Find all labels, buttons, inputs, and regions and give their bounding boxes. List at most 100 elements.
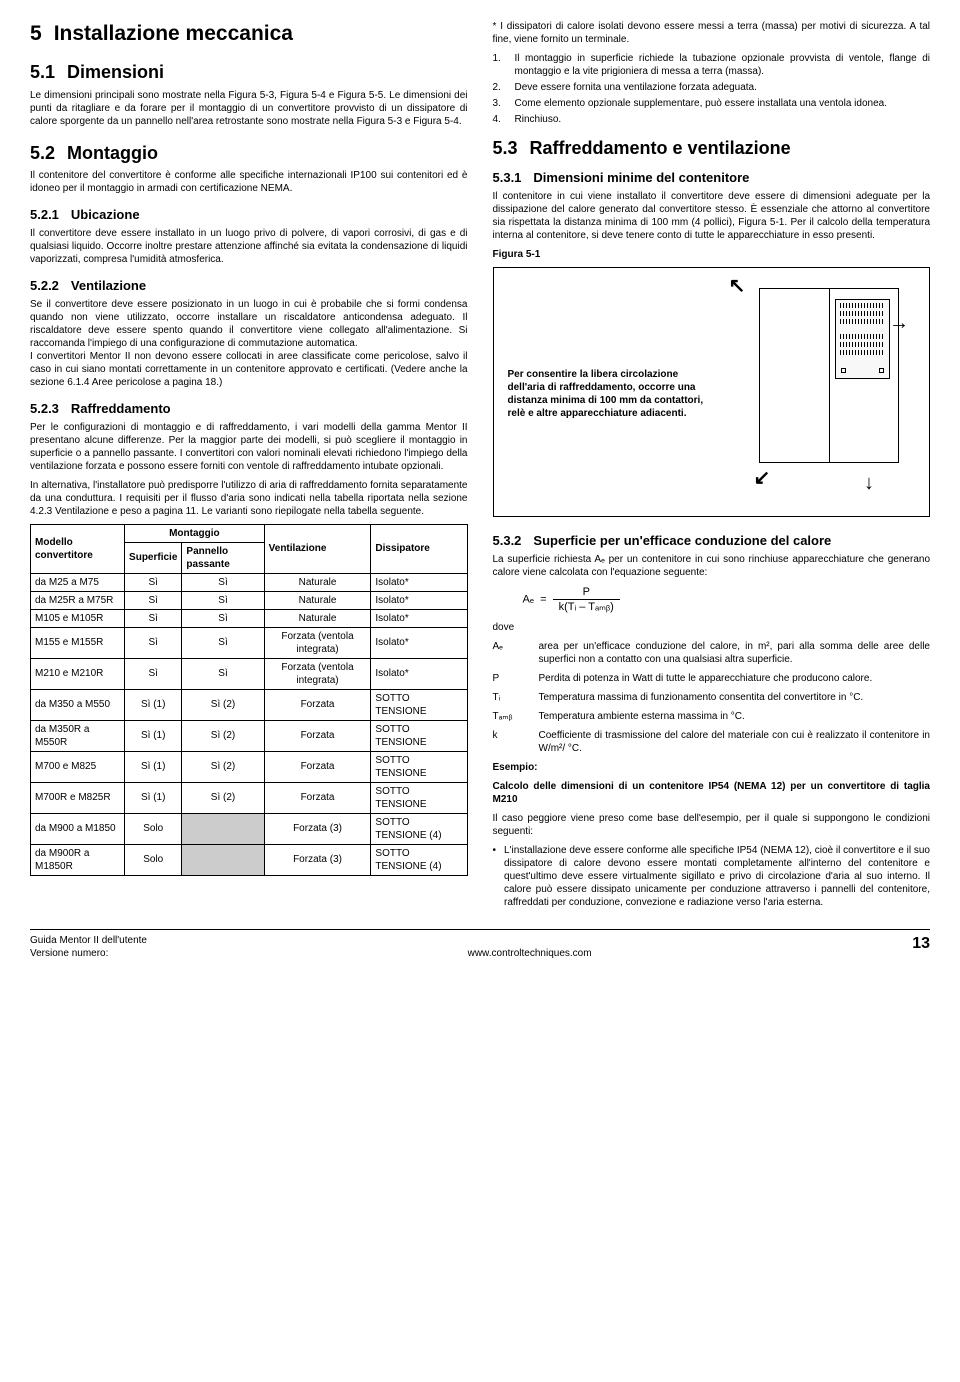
table-cell: Sì (2)	[182, 689, 264, 720]
table-cell: Forzata	[264, 782, 371, 813]
table-cell: Sì	[182, 573, 264, 591]
formula: Aₑ = P k(Tᵢ – Tₐₘᵦ)	[523, 585, 931, 615]
table-cell: Sì	[125, 658, 182, 689]
formula-eq: =	[540, 594, 546, 606]
table-cell: da M350R a M550R	[31, 720, 125, 751]
definition-text: Perdita di potenza in Watt di tutte le a…	[539, 672, 931, 685]
paragraph: Il contenitore in cui viene installato i…	[493, 190, 931, 242]
table-cell: Naturale	[264, 573, 371, 591]
subsubsection-number: 5.2.1	[30, 207, 59, 224]
table-cell: Isolato*	[371, 658, 467, 689]
table-row: da M350 a M550Sì (1)Sì (2)ForzataSOTTO T…	[31, 689, 468, 720]
dove-label: dove	[493, 621, 931, 634]
definition-text: Temperatura ambiente esterna massima in …	[539, 710, 931, 723]
converter-table: Modello convertitore Montaggio Ventilazi…	[30, 524, 468, 876]
definition-row: Aₑarea per un'efficace conduzione del ca…	[493, 640, 931, 666]
table-cell: Forzata (ventola integrata)	[264, 658, 371, 689]
table-cell: Naturale	[264, 591, 371, 609]
example-subheading: Calcolo delle dimensioni di un contenito…	[493, 781, 931, 805]
arrow-icon: ↙	[754, 468, 771, 488]
list-text: Come elemento opzionale supplementare, p…	[515, 97, 887, 110]
paragraph: Il contenitore del convertitore è confor…	[30, 169, 468, 195]
list-item: 1.Il montaggio in superficie richiede la…	[493, 52, 931, 78]
page-number: 13	[912, 934, 930, 960]
list-text: Deve essere fornita una ventilazione for…	[515, 81, 757, 94]
table-cell: Isolato*	[371, 591, 467, 609]
table-cell: Isolato*	[371, 573, 467, 591]
footer-version: Versione numero:	[30, 947, 147, 960]
table-row: M155 e M155RSìSìForzata (ventola integra…	[31, 627, 468, 658]
subsubsection-title: Superficie per un'efficace conduzione de…	[533, 533, 831, 550]
table-cell: M105 e M105R	[31, 609, 125, 627]
definition-symbol: Tᵢ	[493, 691, 527, 704]
table-cell: Forzata (ventola integrata)	[264, 627, 371, 658]
table-cell: Sì	[182, 609, 264, 627]
list-text: Il montaggio in superficie richiede la t…	[515, 52, 931, 78]
footer-url: www.controltechniques.com	[468, 947, 592, 960]
arrow-icon: ↖	[729, 276, 746, 296]
bullet-text: L'installazione deve essere conforme all…	[504, 844, 930, 909]
subsubsection-number: 5.2.2	[30, 278, 59, 295]
table-cell: Sì	[125, 627, 182, 658]
subsubsection-title: Ubicazione	[71, 207, 140, 224]
footer-title: Guida Mentor II dell'utente	[30, 934, 147, 947]
th-model: Modello convertitore	[31, 524, 125, 573]
definition-symbol: P	[493, 672, 527, 685]
subsection-number: 5.3	[493, 137, 518, 160]
example-heading: Esempio:	[493, 762, 538, 773]
subsubsection-number: 5.2.3	[30, 401, 59, 418]
table-cell: da M25 a M75	[31, 573, 125, 591]
definition-text: Temperatura massima di funzionamento con…	[539, 691, 931, 704]
table-cell: da M350 a M550	[31, 689, 125, 720]
table-cell: M700R e M825R	[31, 782, 125, 813]
list-number: 3.	[493, 97, 507, 110]
list-item: 4.Rinchiuso.	[493, 113, 931, 126]
table-cell: SOTTO TENSIONE	[371, 720, 467, 751]
table-cell	[182, 844, 264, 875]
footnote: * I dissipatori di calore isolati devono…	[493, 20, 931, 46]
paragraph: Le dimensioni principali sono mostrate n…	[30, 89, 468, 128]
table-cell: SOTTO TENSIONE	[371, 782, 467, 813]
subsubsection-title: Dimensioni minime del contenitore	[533, 170, 749, 187]
definition-row: TₐₘᵦTemperatura ambiente esterna massima…	[493, 710, 931, 723]
table-cell: SOTTO TENSIONE (4)	[371, 844, 467, 875]
section-title: Installazione meccanica	[54, 20, 293, 47]
table-cell: Sì (2)	[182, 751, 264, 782]
formula-numerator: P	[553, 585, 620, 600]
subsubsection-title: Raffreddamento	[71, 401, 171, 418]
subsubsection-title: Ventilazione	[71, 278, 146, 295]
table-cell: Forzata (3)	[264, 813, 371, 844]
bullet-item: • L'installazione deve essere conforme a…	[493, 844, 931, 909]
subsection-title: Dimensioni	[67, 61, 164, 84]
table-cell: Naturale	[264, 609, 371, 627]
definition-row: Tᵢ Temperatura massima di funzionamento c…	[493, 691, 931, 704]
table-cell: M155 e M155R	[31, 627, 125, 658]
subsubsection-number: 5.3.1	[493, 170, 522, 187]
definition-row: P Perdita di potenza in Watt di tutte le …	[493, 672, 931, 685]
table-cell: Solo	[125, 813, 182, 844]
formula-lhs: Aₑ	[523, 594, 534, 606]
definition-text: Coefficiente di trasmissione del calore …	[539, 729, 931, 755]
table-row: M700 e M825Sì (1)Sì (2)ForzataSOTTO TENS…	[31, 751, 468, 782]
table-cell: Sì	[182, 627, 264, 658]
formula-denominator: k(Tᵢ – Tₐₘᵦ)	[553, 600, 620, 614]
table-cell: Forzata	[264, 720, 371, 751]
table-cell: da M900R a M1850R	[31, 844, 125, 875]
th-mounting: Montaggio	[125, 524, 265, 542]
arrow-icon: ↓	[864, 473, 874, 493]
paragraph: Per le configurazioni di montaggio e di …	[30, 421, 468, 473]
table-cell: SOTTO TENSIONE	[371, 689, 467, 720]
subsection-number: 5.1	[30, 61, 55, 84]
arrow-icon: →	[889, 313, 909, 333]
page-footer: Guida Mentor II dell'utente Versione num…	[30, 929, 930, 960]
numbered-list: 1.Il montaggio in superficie richiede la…	[493, 52, 931, 126]
list-number: 4.	[493, 113, 507, 126]
table-cell: Solo	[125, 844, 182, 875]
figure-caption: Per consentire la libera circolazione de…	[508, 368, 708, 420]
table-row: da M25R a M75RSìSìNaturaleIsolato*	[31, 591, 468, 609]
table-cell: Sì	[125, 573, 182, 591]
subsection-title: Raffreddamento e ventilazione	[530, 137, 791, 160]
paragraph: Se il convertitore deve essere posiziona…	[30, 298, 468, 389]
th-surface: Superficie	[125, 542, 182, 573]
table-row: da M900R a M1850RSoloForzata (3)SOTTO TE…	[31, 844, 468, 875]
